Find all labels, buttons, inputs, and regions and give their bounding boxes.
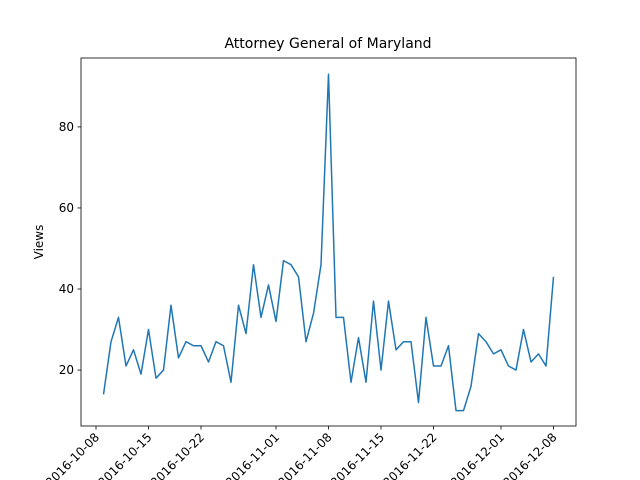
y-tick-label: 40 <box>59 282 74 296</box>
y-tick-label: 80 <box>59 120 74 134</box>
y-tick-label: 20 <box>59 363 74 377</box>
line <box>102 73 555 412</box>
x-tick-label: 2016-11-15 <box>328 430 387 480</box>
x-tick-label: 2016-11-22 <box>380 430 439 480</box>
x-tick-label: 2016-10-08 <box>43 430 102 480</box>
x-tick-label: 2016-11-08 <box>275 430 334 480</box>
y-axis-label: Views <box>32 225 46 260</box>
x-tick-label: 2016-11-01 <box>223 430 282 480</box>
x-tick-label: 2016-10-15 <box>95 430 154 480</box>
x-tick-label: 2016-12-08 <box>500 430 559 480</box>
x-tick-label: 2016-10-22 <box>148 430 207 480</box>
chart-title: Attorney General of Maryland <box>224 36 431 52</box>
x-tick-label: 2016-12-01 <box>448 430 507 480</box>
y-tick-label: 60 <box>59 201 74 215</box>
plot-frame <box>80 57 577 427</box>
